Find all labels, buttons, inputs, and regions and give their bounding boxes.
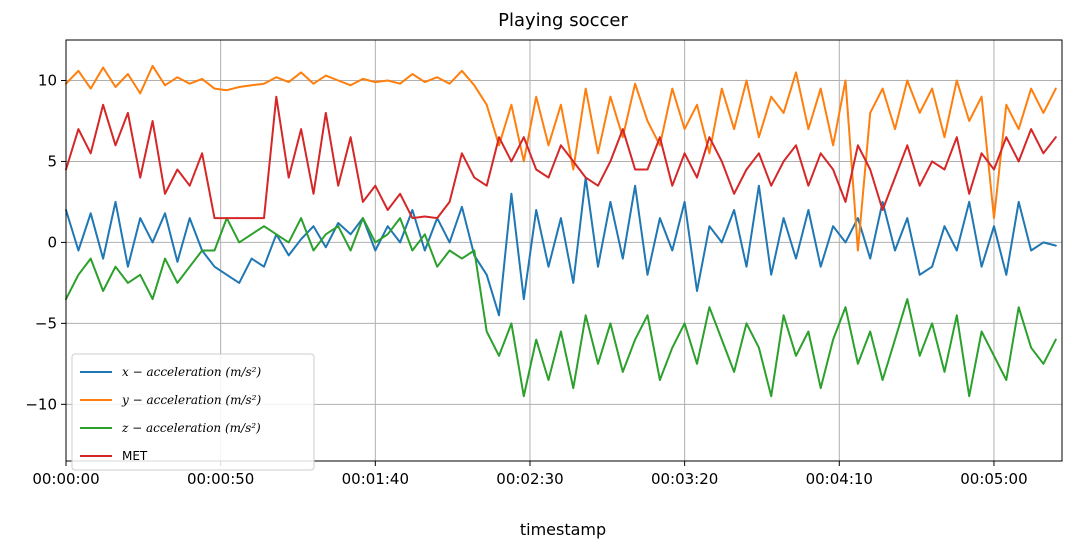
- x-tick-label: 00:04:10: [806, 470, 873, 488]
- x-axis-ticks: 00:00:00 00:00:50 00:01:40 00:02:30 00:03:20…: [32, 461, 1028, 488]
- x-acceleration-line: [65, 176, 1057, 317]
- legend-box: [71, 353, 315, 471]
- x-tick-label: 00:02:30: [496, 470, 563, 488]
- legend-entry-z-acceleration: z − acceleration (m/s²): [121, 421, 261, 435]
- legend-entry-y-acceleration: y − acceleration (m/s²): [121, 393, 261, 407]
- y-tick-label: 10: [38, 71, 57, 89]
- x-tick-label: 00:03:20: [651, 470, 718, 488]
- plot-frame: [65, 39, 1063, 462]
- legend-items: x − acceleration (m/s²) y − acceleration …: [80, 365, 261, 463]
- met-line: [65, 95, 1057, 220]
- x-tick-label: 00:05:00: [960, 470, 1027, 488]
- x-axis-label: timestamp: [520, 520, 606, 539]
- x-tick-label: 00:01:40: [342, 470, 409, 488]
- y-tick-label: −10: [25, 395, 57, 413]
- y-axis-ticks: 10 5 0 −5 −10: [25, 71, 66, 413]
- y-tick-label: −5: [35, 314, 57, 332]
- y-tick-label: 0: [47, 233, 57, 251]
- legend-entry-met: MET: [122, 449, 148, 463]
- x-tick-label: 00:00:00: [32, 470, 99, 488]
- chart-title: Playing soccer: [498, 10, 628, 31]
- z-acceleration-line: [65, 217, 1057, 398]
- x-tick-label: 00:00:50: [187, 470, 254, 488]
- y-tick-label: 5: [47, 152, 57, 170]
- y-acceleration-line: [65, 64, 1057, 252]
- series-lines: [65, 64, 1057, 398]
- legend-entry-x-acceleration: x − acceleration (m/s²): [122, 365, 261, 379]
- legend: x − acceleration (m/s²) y − acceleration …: [71, 353, 315, 471]
